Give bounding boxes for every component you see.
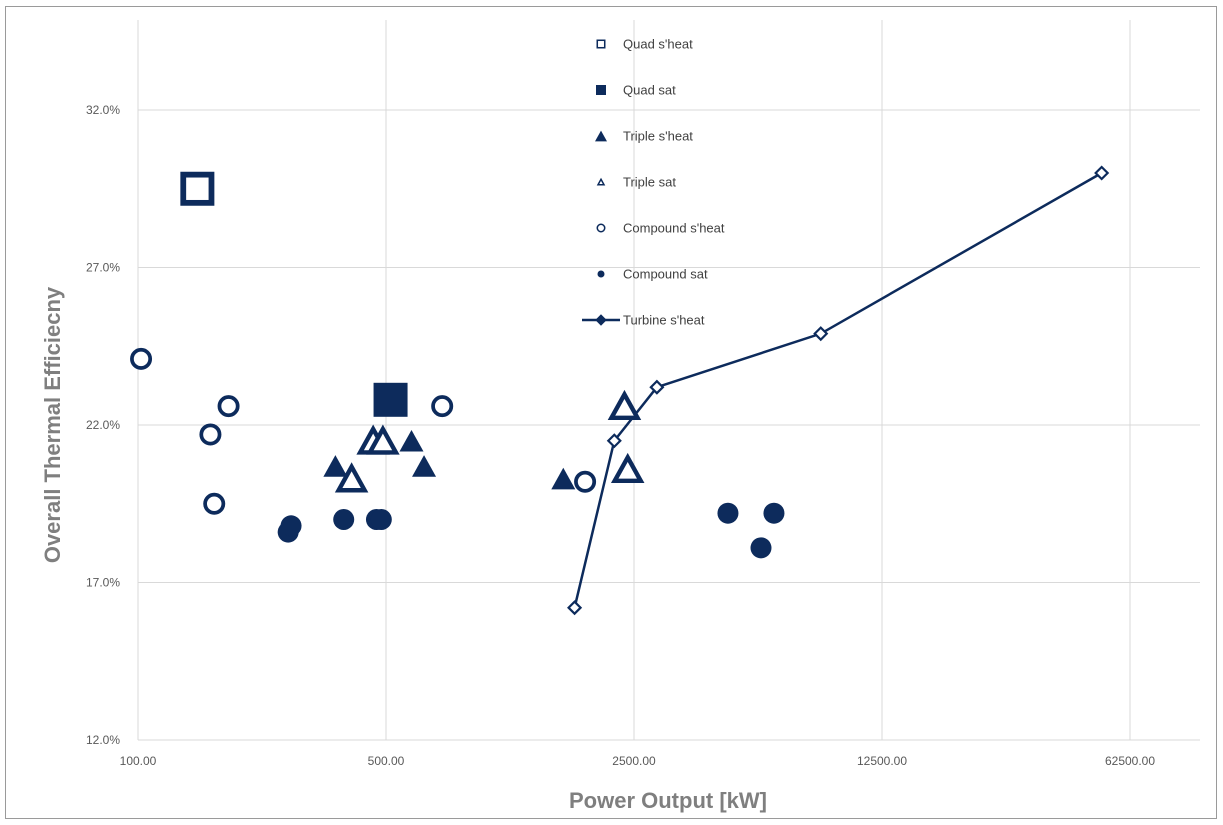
- legend-label-compound-sat: Compound sat: [623, 267, 708, 282]
- point-quad-s-heat: [180, 171, 215, 206]
- x-tick-label: 100.00: [120, 754, 157, 768]
- data-points: [130, 165, 1110, 616]
- legend-marker-triple-s-heat: [595, 130, 607, 142]
- y-tick-label: 17.0%: [86, 576, 120, 590]
- y-tick-label: 32.0%: [86, 103, 120, 117]
- point-compound-s-heat: [431, 395, 454, 418]
- point-compound-sat: [333, 509, 355, 530]
- point-turbine-s-heat: [606, 433, 622, 449]
- y-tick-label: 22.0%: [86, 418, 120, 432]
- point-compound-sat: [280, 515, 302, 537]
- point-compound-s-heat: [203, 492, 226, 515]
- legend-marker-quad-sat: [596, 85, 606, 95]
- y-tick-label: 27.0%: [86, 261, 120, 275]
- legend-label-quad-sat: Quad sat: [623, 83, 676, 98]
- point-compound-sat: [750, 537, 772, 559]
- legend-marker-triple-sat: [596, 177, 606, 186]
- legend-label-triple-s-heat: Triple s'heat: [623, 129, 693, 144]
- point-compound-sat: [370, 509, 392, 530]
- point-compound-s-heat: [574, 470, 597, 493]
- legend-label-quad-s-heat: Quad s'heat: [623, 37, 693, 52]
- point-turbine-s-heat: [649, 379, 665, 395]
- x-tick-label: 500.00: [368, 754, 405, 768]
- tick-labels: 100.00 500.00 2500.00 12500.00 62500.00 12.0%…: [86, 103, 1155, 768]
- point-compound-s-heat: [217, 395, 240, 418]
- point-compound-sat: [717, 502, 739, 524]
- point-compound-sat: [763, 502, 785, 524]
- point-compound-s-heat: [130, 347, 153, 370]
- point-triple-s-heat: [551, 467, 576, 490]
- point-triple-sat: [610, 452, 645, 484]
- x-tick-label: 2500.00: [612, 754, 656, 768]
- point-triple-sat: [334, 462, 369, 493]
- y-axis-title: Overall Thermal Efficiecny: [40, 286, 65, 563]
- x-axis-title: Power Output [kW]: [569, 788, 767, 813]
- legend-label-turbine-s-heat: Turbine s'heat: [623, 313, 705, 328]
- legend-marker-compound-s-heat: [596, 223, 606, 233]
- point-turbine-s-heat: [813, 326, 829, 342]
- legend: Quad s'heat Quad sat Triple s'heat Triple s…: [582, 37, 725, 328]
- legend-label-triple-sat: Triple sat: [623, 175, 676, 190]
- point-triple-s-heat: [323, 455, 348, 477]
- legend-marker-quad-s-heat: [596, 39, 606, 49]
- legend-label-compound-s-heat: Compound s'heat: [623, 221, 725, 236]
- y-tick-label: 12.0%: [86, 733, 120, 747]
- point-compound-s-heat: [199, 423, 222, 446]
- x-tick-label: 12500.00: [857, 754, 907, 768]
- legend-marker-turbine-s-heat: [595, 314, 607, 326]
- gridlines: [137, 20, 1200, 741]
- legend-marker-compound-sat: [597, 270, 605, 278]
- point-triple-sat: [607, 389, 642, 421]
- x-tick-label: 62500.00: [1105, 754, 1155, 768]
- point-triple-sat: [366, 424, 400, 455]
- chart-frame: [5, 6, 1217, 819]
- point-triple-s-heat: [399, 429, 424, 452]
- point-turbine-s-heat: [567, 600, 583, 616]
- point-triple-s-heat: [412, 455, 437, 477]
- point-quad-sat: [373, 382, 408, 417]
- point-turbine-s-heat: [1094, 165, 1110, 181]
